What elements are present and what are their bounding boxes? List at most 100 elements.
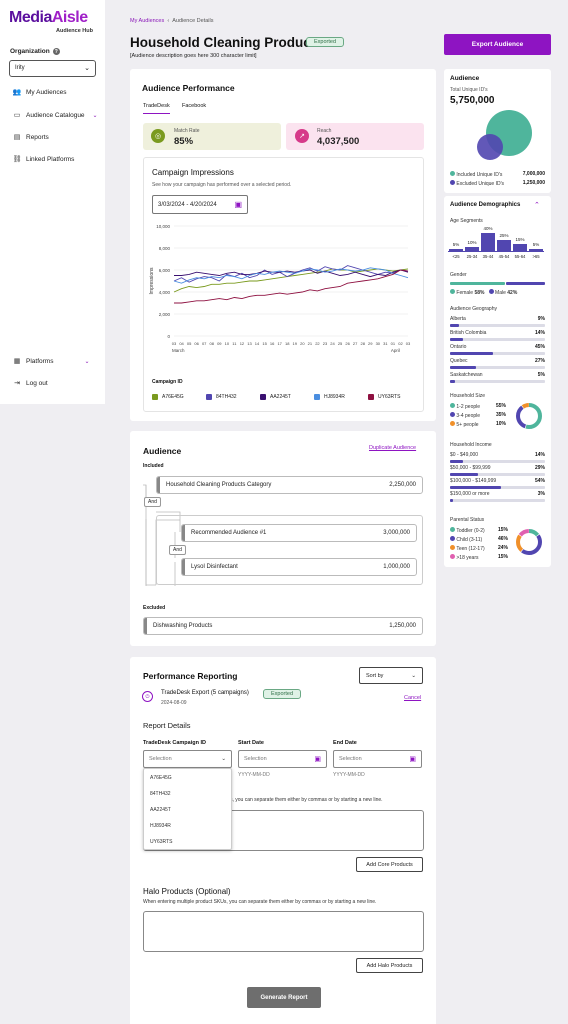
- breadcrumb: My Audiences ‹ Audience Details: [130, 18, 214, 24]
- age-label: <25: [452, 254, 460, 259]
- end-date-label: End Date: [333, 740, 357, 746]
- target-icon: ◎: [151, 129, 165, 143]
- grid-icon: ▦: [13, 358, 21, 365]
- bar-row: Saskatchewan 5%: [450, 372, 545, 383]
- bar-row: Ontario 45%: [450, 344, 545, 355]
- and-tag[interactable]: And: [169, 545, 186, 555]
- x-tick-label: 25: [338, 341, 343, 346]
- age-bar: [513, 244, 527, 251]
- tab-facebook[interactable]: Facebook: [182, 103, 207, 109]
- end-date-input[interactable]: Selection ▣: [333, 750, 422, 768]
- legend-swatch: [260, 394, 266, 400]
- legend-item-84TH432[interactable]: 84TH432: [206, 394, 237, 400]
- dropdown-option[interactable]: 84TH432: [150, 791, 171, 797]
- start-date-input[interactable]: Selection ▣: [238, 750, 327, 768]
- duplicate-audience-link[interactable]: Duplicate Audience: [369, 445, 417, 451]
- bar-fill: [450, 486, 502, 489]
- audience-row[interactable]: Lysol Disinfectant 1,000,000: [181, 558, 417, 576]
- dropdown-option[interactable]: A76E45G: [150, 775, 172, 781]
- excluded-audience-row[interactable]: Dishwashing Products 1,250,000: [143, 617, 423, 635]
- x-tick-label: 15: [262, 341, 267, 346]
- and-tag[interactable]: And: [144, 497, 161, 507]
- age-chart: 5% <25 10% 25-34 40% 35-44 25% 45-54 15% 55-64 5% >…: [448, 226, 546, 268]
- legend-label: 1-2 people: [456, 404, 481, 410]
- breadcrumb-my-audiences[interactable]: My Audiences: [130, 18, 165, 24]
- chevron-down-icon: ⌄: [221, 756, 226, 762]
- report-details-title: Report Details: [143, 721, 191, 730]
- chevron-down-icon: ⌄: [411, 672, 416, 679]
- page-title: Household Cleaning Products: [130, 35, 323, 50]
- add-halo-products-button[interactable]: Add Halo Products: [356, 958, 423, 973]
- link-icon: ⛓: [12, 156, 22, 163]
- sidebar-item-linked-platforms[interactable]: ⛓ Linked Platforms: [12, 155, 75, 164]
- y-tick-label: 10,000: [156, 224, 170, 229]
- age-bar: [481, 233, 495, 251]
- legend-label: Toddler (0-2): [456, 528, 485, 534]
- legend-value: 10%: [495, 421, 506, 427]
- legend-label: Teen (12-17): [456, 546, 485, 552]
- dropdown-option[interactable]: UY63RTS: [150, 839, 173, 845]
- gender-legend: Female 58% Male 42%: [450, 289, 517, 296]
- date-range-picker[interactable]: 3/03/2024 - 4/20/2024 ▣: [152, 195, 248, 214]
- nested-group: Recommended Audience #1 3,000,000 And Lys…: [156, 515, 423, 585]
- sidebar-item-platforms[interactable]: ▦ Platforms ⌄: [13, 357, 90, 366]
- age-title: Age Segments: [450, 218, 483, 224]
- audience-row[interactable]: Recommended Audience #1 3,000,000: [181, 524, 417, 542]
- halo-title: Halo Products (Optional): [143, 887, 231, 896]
- cancel-link[interactable]: Cancel: [404, 695, 422, 701]
- breadcrumb-current: Audience Details: [172, 18, 214, 24]
- age-column: 25% 45-54: [496, 226, 512, 268]
- sidebar-item-audience-catalogue[interactable]: ▭ Audience Catalogue ⌄: [13, 111, 98, 120]
- donut-segment: [516, 529, 542, 555]
- add-core-products-button[interactable]: Add Core Products: [356, 857, 423, 872]
- sort-by-select[interactable]: Sort by ⌄: [359, 667, 423, 684]
- age-pct-label: 40%: [483, 226, 493, 231]
- legend-item-UY63RTS[interactable]: UY63RTS: [368, 394, 400, 400]
- bar-row: $0 - $49,000 14%: [450, 452, 545, 463]
- bar-row: $50,000 - $99,999 29%: [450, 465, 545, 476]
- organization-select[interactable]: Irity ⌄: [9, 60, 96, 77]
- legend-dot: [450, 545, 455, 550]
- bar-row: Quebec 27%: [450, 358, 545, 369]
- chevron-up-icon[interactable]: ⌃: [534, 202, 540, 209]
- age-bar: [465, 246, 479, 251]
- x-tick-label: 08: [210, 341, 215, 346]
- legend-dot: [450, 403, 455, 408]
- legend-item-AA2245T[interactable]: AA2245T: [260, 394, 291, 400]
- y-tick-label: 6,000: [159, 268, 171, 273]
- bar-value: 14%: [534, 330, 545, 336]
- legend-included: Included Unique ID's 7,000,000: [450, 171, 545, 178]
- gender-bar: [450, 282, 545, 285]
- bar-value: 5%: [537, 372, 545, 378]
- impressions-subtitle: See how your campaign has performed over…: [152, 182, 292, 188]
- legend-row: 5+ people 10%: [450, 421, 506, 428]
- tab-tradedesk[interactable]: TradeDesk: [143, 103, 170, 114]
- sidebar-item-my-audiences[interactable]: 👥 My Audiences: [12, 88, 67, 97]
- dropdown-option[interactable]: HJ8934R: [150, 823, 171, 829]
- sidebar-item-logout[interactable]: ⇥ Log out: [14, 379, 48, 388]
- x-tick-label: 16: [270, 341, 275, 346]
- audience-title: Audience: [143, 446, 182, 456]
- legend-item-HJ8934R[interactable]: HJ8934R: [314, 394, 345, 400]
- age-column: 5% <25: [448, 226, 464, 268]
- bar-track: [450, 366, 545, 369]
- logo[interactable]: MediaAisle: [9, 9, 88, 26]
- age-label: >65: [532, 254, 540, 259]
- generate-report-button[interactable]: Generate Report: [247, 987, 321, 1008]
- x-tick-label: 17: [277, 341, 282, 346]
- age-bar: [529, 248, 543, 251]
- campaign-id-select[interactable]: Selection ⌄: [143, 750, 232, 768]
- audience-row[interactable]: Household Cleaning Products Category 2,25…: [156, 476, 423, 494]
- x-tick-label: 04: [179, 341, 184, 346]
- dropdown-option[interactable]: AA2245T: [150, 807, 171, 813]
- legend-item-A76E45G[interactable]: A76E45G: [152, 394, 184, 400]
- export-audience-button[interactable]: Export Audience: [444, 34, 551, 55]
- x-tick-label: 07: [202, 341, 207, 346]
- bar-row: $150,000 or more 3%: [450, 491, 545, 502]
- sidebar-item-reports[interactable]: ▤ Reports: [13, 133, 49, 142]
- x-tick-label: 06: [194, 341, 199, 346]
- halo-products-textarea[interactable]: [143, 911, 424, 952]
- help-icon[interactable]: ?: [52, 48, 60, 55]
- legend-excluded: Excluded Unique ID's 1,250,000: [450, 180, 545, 187]
